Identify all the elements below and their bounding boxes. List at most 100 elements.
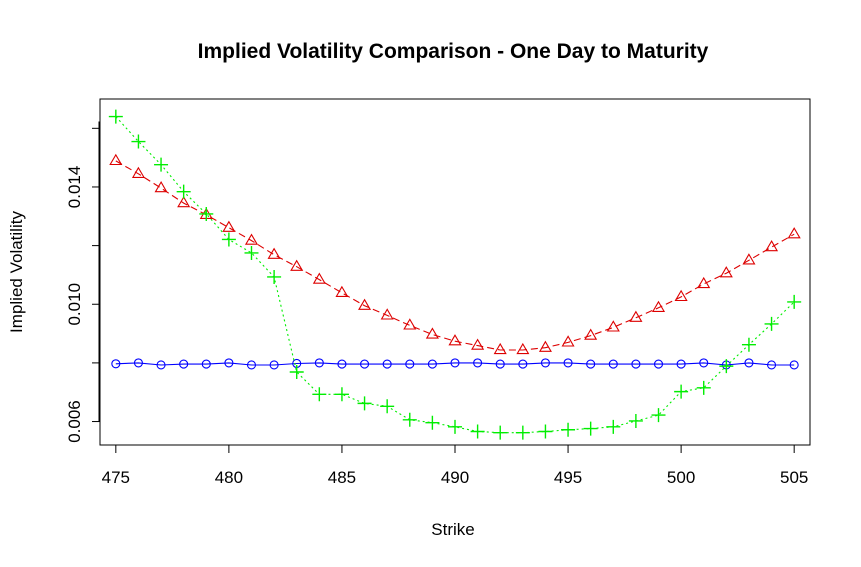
point-1-499 [651,300,666,312]
point-1-478 [177,196,191,208]
point-0-475 [111,359,121,369]
point-2-481 [244,245,259,260]
point-2-486 [357,396,372,411]
point-0-488 [405,359,415,369]
point-2-495 [561,422,576,437]
point-0-481 [246,360,257,370]
point-1-500 [674,289,688,302]
series-layer [108,109,802,440]
point-1-502 [719,266,733,278]
point-2-480 [221,232,236,247]
point-1-480 [222,220,236,232]
point-0-482 [269,360,279,370]
point-1-493 [516,342,530,355]
point-1-477 [154,181,168,193]
point-0-498 [631,359,641,369]
x-axis-label: Strike [431,520,474,539]
point-2-484 [312,387,327,402]
point-1-489 [425,327,439,339]
point-1-492 [493,342,507,355]
point-0-492 [495,359,505,369]
point-0-479 [201,359,211,369]
point-2-488 [402,412,417,427]
point-1-496 [584,328,598,340]
point-2-482 [267,269,282,284]
series-0 [111,358,799,370]
point-2-497 [606,419,621,434]
point-0-476 [133,358,143,368]
point-1-485 [335,285,349,297]
point-0-484 [314,358,324,368]
point-1-494 [538,340,552,352]
point-2-496 [583,421,598,436]
point-1-504 [765,240,779,252]
y-tick-label-0.006: 0.006 [65,400,84,443]
point-2-487 [380,399,395,414]
point-0-500 [676,359,686,369]
point-2-476 [131,134,146,149]
x-tick-label-500: 500 [667,468,695,487]
x-tick-label-475: 475 [102,468,130,487]
point-0-478 [179,359,189,369]
point-1-498 [629,310,643,322]
x-tick-label-495: 495 [554,468,582,487]
point-1-483 [290,259,304,271]
point-0-491 [473,358,483,368]
point-0-489 [427,359,437,369]
point-0-495 [563,358,573,368]
point-1-491 [471,338,485,350]
point-0-480 [224,358,234,368]
point-1-497 [606,320,620,332]
point-2-491 [470,424,485,439]
point-2-490 [448,419,462,434]
point-0-493 [518,359,528,369]
point-2-498 [628,413,643,428]
series-line-1 [115,160,795,351]
point-1-482 [267,247,281,259]
y-tick-label-0.010: 0.010 [65,283,84,326]
x-tick-label-480: 480 [215,468,243,487]
point-2-477 [154,157,169,172]
point-2-501 [696,380,711,395]
series-1 [109,153,801,355]
point-1-488 [403,318,417,330]
point-1-505 [787,227,801,239]
point-0-477 [156,360,166,370]
point-0-501 [699,358,709,368]
point-1-487 [380,308,394,320]
point-1-501 [697,276,711,289]
chart-title: Implied Volatility Comparison - One Day … [198,40,709,63]
x-tick-label-485: 485 [328,468,356,487]
point-2-503 [741,337,756,352]
point-2-475 [108,109,123,124]
point-1-503 [742,253,756,265]
point-1-475 [109,153,123,166]
point-0-497 [608,359,618,369]
point-0-496 [586,359,596,369]
point-1-481 [244,233,259,245]
series-line-0 [115,362,795,366]
y-tick-label-0.014: 0.014 [65,166,84,209]
point-2-504 [764,316,779,331]
series-2 [108,109,802,440]
point-2-479 [199,206,214,221]
series-line-2 [115,116,795,434]
point-2-485 [334,387,349,402]
point-0-505 [789,360,799,370]
point-2-502 [719,359,734,374]
point-1-476 [131,166,145,178]
point-0-504 [767,360,777,370]
point-0-485 [337,359,347,369]
y-axis-label: Implied Volatility [7,211,26,333]
point-2-492 [493,425,508,440]
point-0-490 [450,358,460,368]
point-2-494 [538,424,553,439]
point-2-499 [651,408,666,423]
x-tick-label-505: 505 [780,468,808,487]
point-1-486 [358,298,372,310]
point-2-505 [787,294,802,309]
x-tick-label-490: 490 [441,468,469,487]
point-0-494 [540,358,550,368]
point-0-499 [653,359,664,369]
